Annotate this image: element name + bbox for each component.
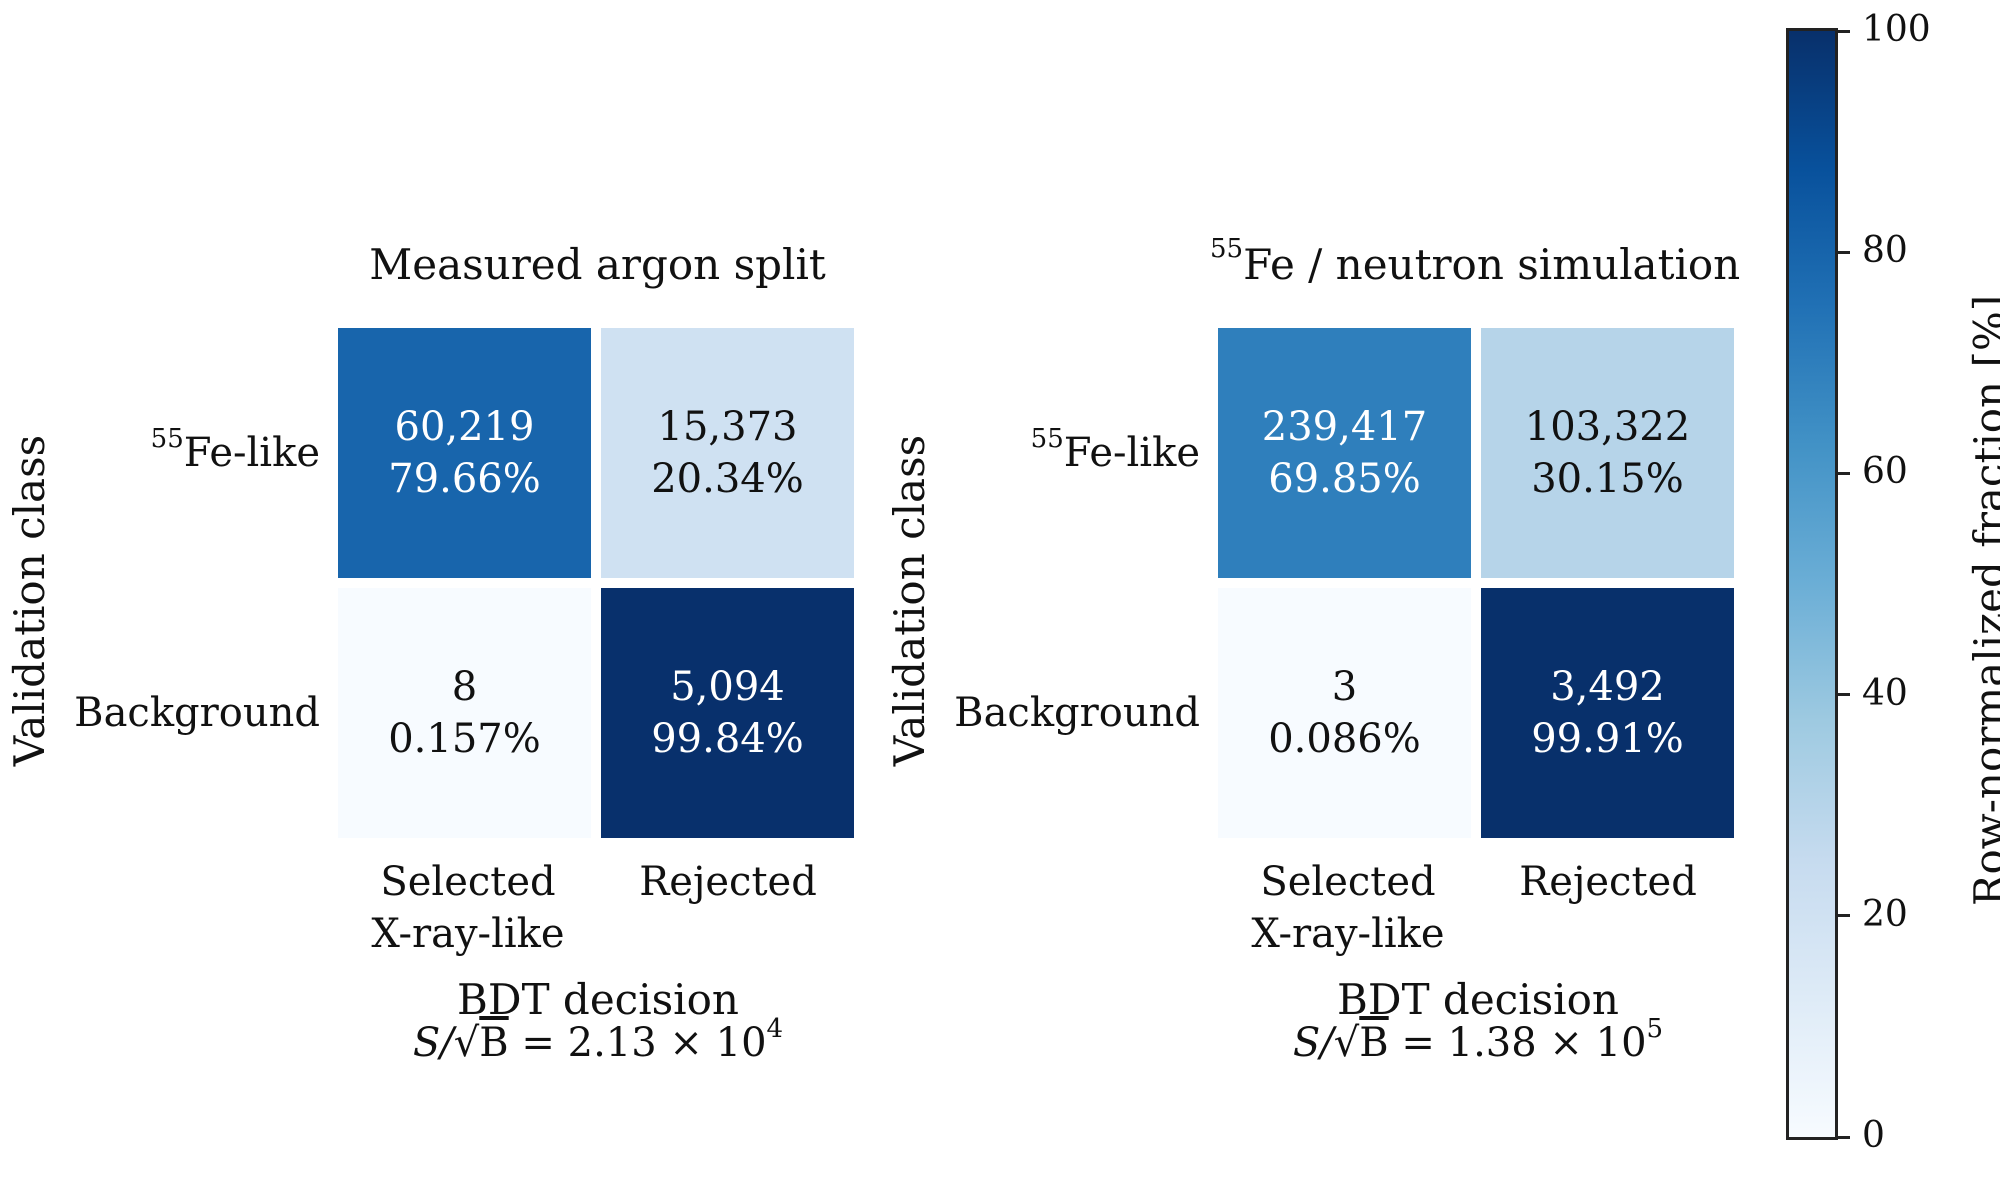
metric-eq: = 1.38 × 10 — [1388, 1020, 1647, 1066]
row-label-superscript: 55 — [150, 424, 184, 454]
metric-exponent: 4 — [766, 1014, 784, 1044]
heatmap-grid: 60,219 79.66% 15,373 20.34% 8 0.157% 5,0… — [338, 328, 858, 842]
heatmap-grid: 239,417 69.85% 103,322 30.15% 3 0.086% 3… — [1218, 328, 1738, 842]
y-axis-title-box: Validation class — [0, 434, 280, 765]
colorbar-tick-label: 0 — [1862, 1115, 1885, 1156]
title-text: Measured argon split — [369, 240, 826, 289]
row-label-text: Fe-like — [183, 430, 320, 476]
cell-percent: 79.66% — [388, 456, 541, 502]
col-label-1: Rejected — [1478, 856, 1738, 908]
title-text: Fe / neutron simulation — [1243, 240, 1741, 289]
colorbar-tick-mark — [1838, 29, 1850, 33]
col-label-0: Selected X-ray-like — [1218, 856, 1478, 960]
col-label-1: Rejected — [598, 856, 858, 908]
heatmap-cell: 8 0.157% — [338, 588, 591, 838]
metric-exponent: 5 — [1646, 1014, 1664, 1044]
cell-percent: 99.91% — [1531, 716, 1684, 762]
row-label-superscript: 55 — [1030, 424, 1064, 454]
heatmap-cell: 60,219 79.66% — [338, 328, 591, 578]
col-label-line: Rejected — [1519, 859, 1697, 905]
heatmap-cell: 239,417 69.85% — [1218, 328, 1471, 578]
row-label-text: Background — [74, 690, 320, 736]
metric-root: B — [1359, 1020, 1389, 1066]
cell-percent: 20.34% — [651, 456, 804, 502]
y-axis-title: Validation class — [885, 434, 935, 766]
heatmap-cell: 3,492 99.91% — [1481, 588, 1734, 838]
row-label-1: Background — [60, 690, 320, 736]
cell-count: 103,322 — [1524, 404, 1691, 450]
heatmap-cell: 3 0.086% — [1218, 588, 1471, 838]
row-label-text: Background — [954, 690, 1200, 736]
colorbar-tick-label: 20 — [1862, 893, 1908, 935]
cell-percent: 0.157% — [388, 716, 541, 762]
colorbar-tick-label: 80 — [1862, 230, 1908, 272]
col-label-line: Selected — [1260, 859, 1436, 905]
colorbar-tick-label: 60 — [1862, 451, 1908, 493]
col-label-0: Selected X-ray-like — [338, 856, 598, 960]
cell-count: 3,492 — [1550, 664, 1665, 710]
cell-percent: 99.84% — [651, 716, 804, 762]
significance-metric: S/√B = 1.38 × 105 — [1292, 1014, 1664, 1066]
significance-metric: S/√B = 2.13 × 104 — [412, 1014, 784, 1066]
x-axis-title: BDT decision — [1337, 975, 1619, 1024]
cell-count: 3 — [1331, 664, 1358, 710]
metric-lhs: S/ — [412, 1020, 454, 1066]
colorbar-tick-mark — [1838, 471, 1850, 475]
col-label-line: Rejected — [639, 859, 817, 905]
cell-count: 5,094 — [670, 664, 785, 710]
colorbar-tick-label: 100 — [1862, 9, 1931, 50]
metric-lhs: S/ — [1292, 1020, 1334, 1066]
heatmap-cell: 103,322 30.15% — [1481, 328, 1734, 578]
cell-percent: 0.086% — [1268, 716, 1421, 762]
panel-title: 55Fe / neutron simulation — [1210, 234, 1740, 289]
heatmap-cell: 5,094 99.84% — [601, 588, 854, 838]
row-label-1: Background — [940, 690, 1200, 736]
x-axis-title: BDT decision — [457, 975, 739, 1024]
colorbar-label: Row-normalized fraction [%] — [1965, 294, 2000, 906]
y-axis-title-box: Validation class — [660, 434, 1160, 765]
cell-percent: 30.15% — [1531, 456, 1684, 502]
row-label-0: 55Fe-like — [60, 424, 320, 476]
cell-count: 60,219 — [394, 404, 535, 450]
col-label-line: X-ray-like — [371, 911, 565, 957]
colorbar-gradient — [1786, 28, 1838, 1140]
col-label-line: Selected — [380, 859, 556, 905]
row-label-text: Fe-like — [1063, 430, 1200, 476]
col-label-line: X-ray-like — [1251, 911, 1445, 957]
colorbar-label-box: Row-normalized fraction [%] — [1690, 294, 2000, 905]
metric-root: B — [479, 1020, 509, 1066]
cell-count: 15,373 — [657, 404, 798, 450]
colorbar-tick-mark — [1838, 1135, 1850, 1139]
y-axis-title: Validation class — [5, 434, 55, 766]
cell-percent: 69.85% — [1268, 456, 1421, 502]
colorbar-tick-label: 40 — [1862, 672, 1908, 714]
colorbar-tick-mark — [1838, 693, 1850, 697]
metric-eq: = 2.13 × 10 — [508, 1020, 767, 1066]
colorbar-tick-mark — [1838, 914, 1850, 918]
cell-count: 239,417 — [1261, 404, 1428, 450]
colorbar-tick-mark — [1838, 250, 1850, 254]
cell-count: 8 — [451, 664, 478, 710]
heatmap-cell: 15,373 20.34% — [601, 328, 854, 578]
panel-title: Measured argon split — [335, 240, 860, 289]
title-superscript: 55 — [1210, 234, 1244, 264]
row-label-0: 55Fe-like — [940, 424, 1200, 476]
